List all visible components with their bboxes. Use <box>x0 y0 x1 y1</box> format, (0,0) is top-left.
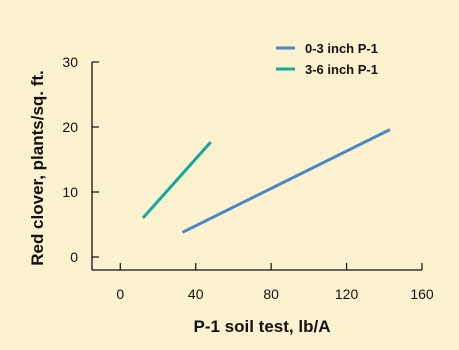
series-line-1 <box>181 128 391 234</box>
y-ticks: 0 10 20 30 <box>62 54 99 265</box>
legend: 0-3 inch P-1 3-6 inch P-1 <box>276 41 378 77</box>
series-line-2 <box>141 140 212 219</box>
x-tick-label: 40 <box>188 286 204 302</box>
x-tick-label: 160 <box>410 286 434 302</box>
x-tick-label: 80 <box>263 286 279 302</box>
x-ticks: 0 40 80 120 160 <box>116 263 434 302</box>
x-tick-label: 0 <box>116 286 124 302</box>
y-tick-label: 10 <box>62 184 78 200</box>
x-tick-label: 120 <box>335 286 359 302</box>
legend-label: 3-6 inch P-1 <box>305 62 378 77</box>
y-tick-label: 30 <box>62 54 78 70</box>
legend-label: 0-3 inch P-1 <box>305 41 378 56</box>
series-layer <box>141 128 391 234</box>
y-axis-title: Red clover, plants/sq. ft. <box>28 70 47 266</box>
y-tick-label: 0 <box>70 249 78 265</box>
x-axis-title: P-1 soil test, lb/A <box>194 317 331 336</box>
axes <box>91 62 422 271</box>
y-tick-label: 20 <box>62 119 78 135</box>
